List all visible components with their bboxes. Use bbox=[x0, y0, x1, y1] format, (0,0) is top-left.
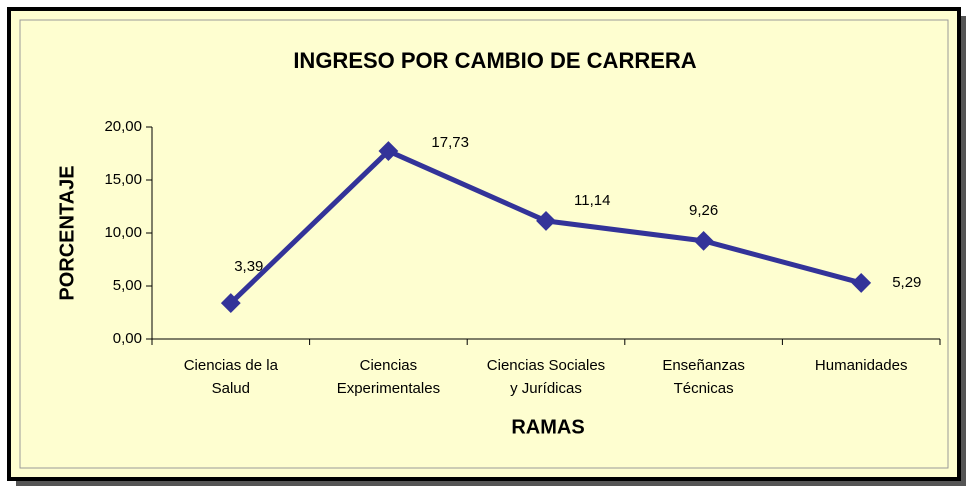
x-axis-label: RAMAS bbox=[511, 416, 584, 438]
data-label: 5,29 bbox=[892, 274, 921, 291]
x-tick-label: Humanidades bbox=[814, 357, 908, 374]
x-tick-label: Ciencias Experimentales bbox=[336, 357, 441, 397]
data-label: 11,14 bbox=[574, 192, 610, 209]
x-tick-label: Ciencias Sociales y Jurídicas bbox=[486, 357, 606, 397]
y-tick-label: 10,00 bbox=[104, 224, 142, 241]
y-tick-label: 0,00 bbox=[113, 330, 142, 347]
x-tick-label: Enseñanzas Técnicas bbox=[662, 357, 745, 397]
y-tick-label: 20,00 bbox=[104, 118, 142, 135]
inner-frame bbox=[19, 19, 949, 469]
data-label: 3,39 bbox=[234, 258, 263, 275]
data-label: 9,26 bbox=[689, 202, 718, 219]
data-label: 17,73 bbox=[431, 134, 469, 151]
y-tick-label: 15,00 bbox=[104, 171, 142, 188]
marker bbox=[220, 293, 241, 313]
y-axis-label: PORCENTAJE bbox=[56, 165, 78, 300]
frame bbox=[7, 7, 961, 481]
marker bbox=[378, 141, 399, 161]
x-tick-label: Ciencias de la Salud bbox=[183, 357, 278, 397]
marker bbox=[851, 273, 872, 293]
y-tick-label: 5,00 bbox=[113, 277, 142, 294]
chart-title: INGRESO POR CAMBIO DE CARRERA bbox=[293, 48, 696, 73]
